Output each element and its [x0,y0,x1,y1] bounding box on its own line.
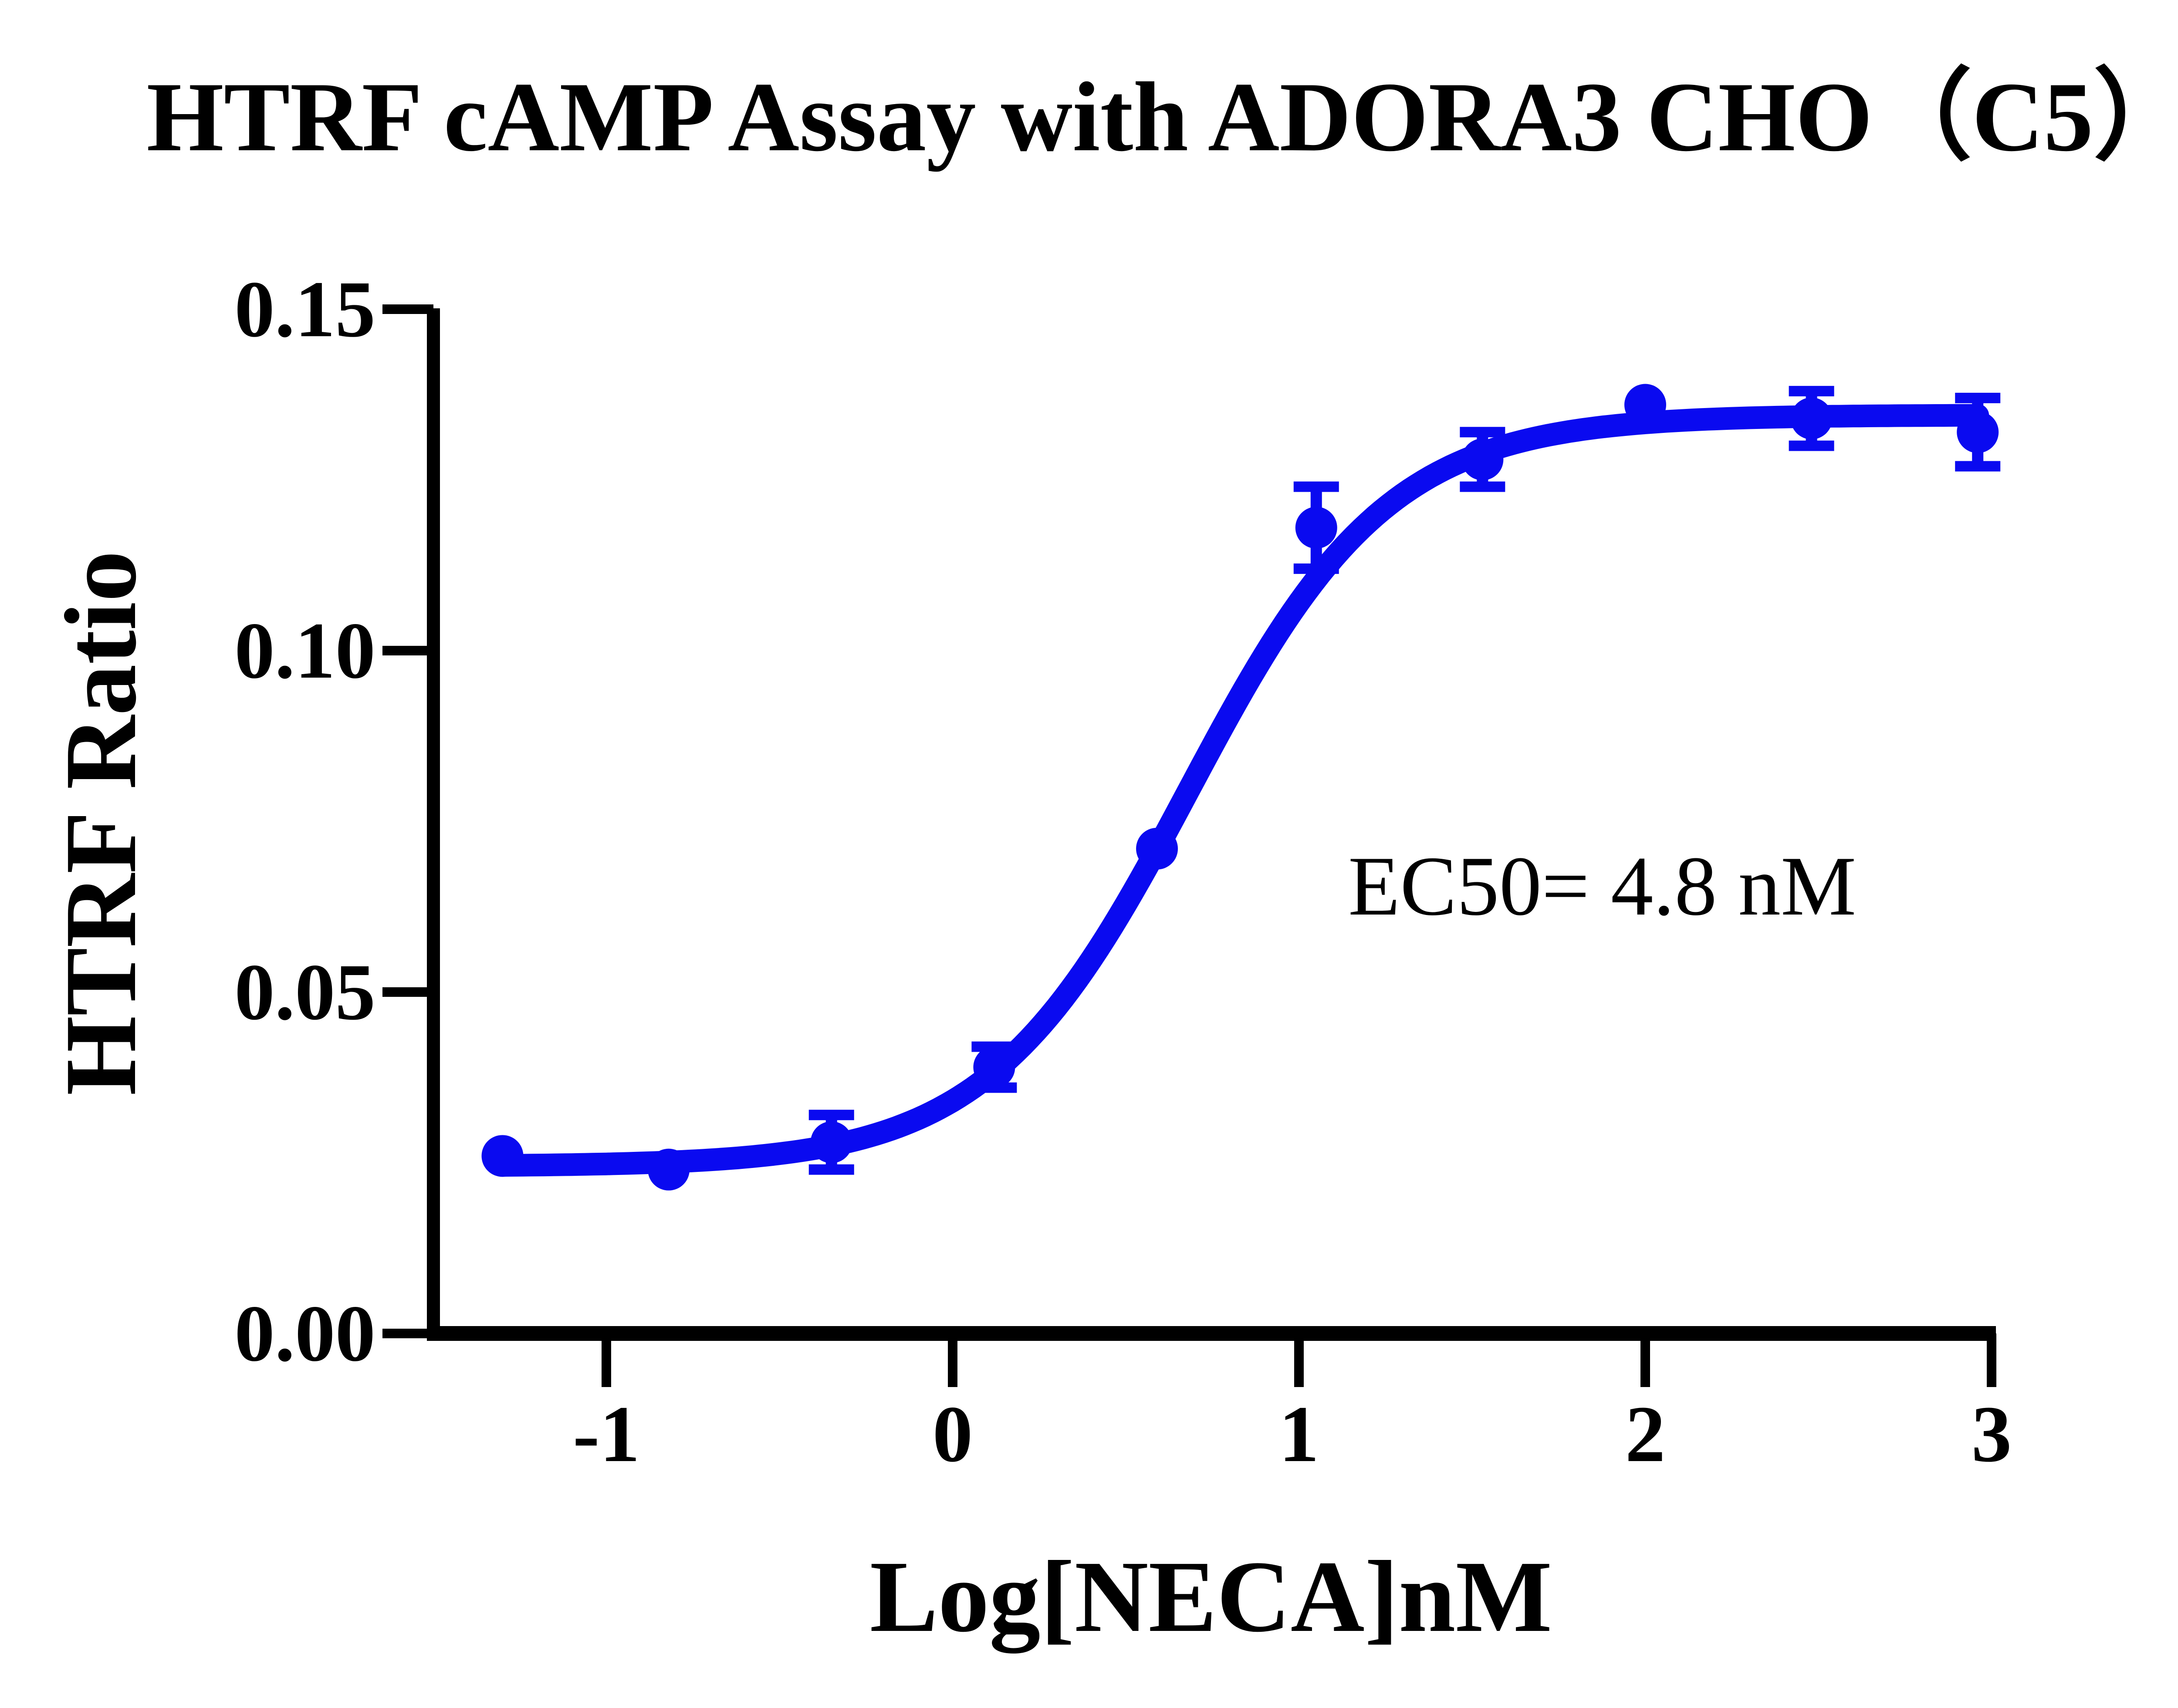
data-point [973,1046,1015,1088]
data-point [1136,827,1178,870]
x-tick-label: -1 [573,1390,640,1479]
data-series [481,384,2001,1191]
data-point [810,1121,852,1163]
fit-curve [491,404,1989,1177]
y-tick-label: 0.00 [234,1289,375,1378]
data-point [1790,397,1833,439]
x-tick-label: 1 [1279,1390,1319,1479]
x-tick-label: 3 [1972,1390,2012,1479]
data-point [1624,384,1666,426]
axes: 0.00 0.05 0.10 0.15 -1 0 1 2 3 [234,265,2012,1479]
data-point [1461,438,1504,480]
x-tick-label: 2 [1625,1390,1666,1479]
y-tick-label: 0.15 [234,265,375,354]
x-axis-label: Log[NECA]nM [870,1540,1552,1654]
y-tick-label: 0.05 [234,948,375,1037]
data-point [481,1135,524,1177]
data-point [1295,506,1337,549]
chart-title: HTRF cAMP Assay with ADORA3 CHO（C5） [146,62,2178,172]
data-point [648,1148,690,1191]
ec50-annotation: EC50= 4.8 nM [1348,839,1856,933]
x-tick-label: 0 [933,1390,973,1479]
y-tick-label: 0.10 [234,606,375,695]
data-point [1957,411,1999,453]
y-axis-label: HTRF Ratio [44,550,157,1095]
